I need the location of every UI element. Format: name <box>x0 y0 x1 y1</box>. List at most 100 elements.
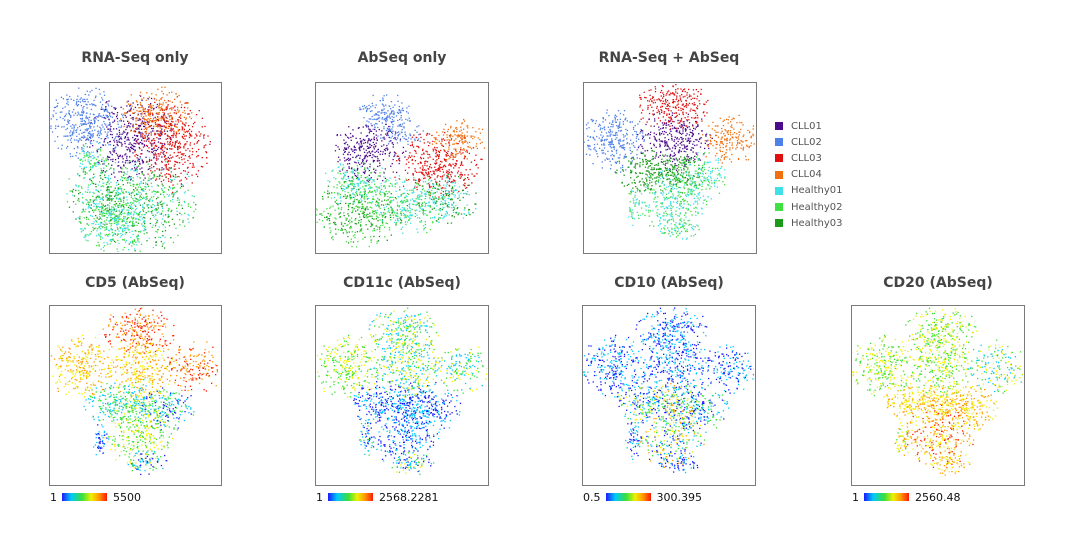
legend-label: CLL01 <box>791 120 822 132</box>
cluster-cll03 <box>639 84 709 130</box>
cluster-healthy <box>371 175 453 234</box>
colorbar-min-label: 1 <box>316 490 323 504</box>
colorbar-cd10: 0.5 300.395 <box>583 490 702 504</box>
cluster-i <box>894 423 911 456</box>
cluster-g <box>675 381 730 433</box>
cluster-a <box>368 307 440 354</box>
cluster-c <box>103 335 178 398</box>
colorbar-gradient <box>605 493 651 501</box>
cluster-a <box>905 307 978 355</box>
cluster-c <box>906 338 981 398</box>
cluster-b <box>852 334 915 398</box>
cluster-b <box>316 334 381 398</box>
colorbar-gradient <box>864 493 909 501</box>
cluster-d <box>966 339 1023 394</box>
panel-title-cd11c: CD11c (AbSeq) <box>343 275 461 291</box>
cluster-f <box>650 382 702 424</box>
cluster-g <box>408 381 462 433</box>
cluster-h <box>905 400 976 468</box>
scatter-canvas <box>50 86 211 252</box>
cluster-healthy <box>325 160 393 205</box>
colorbar-cd11c: 1 2568.2281 <box>316 490 439 504</box>
cluster-healthy02 <box>78 194 146 252</box>
legend-swatch <box>775 219 783 228</box>
cluster-cll01 <box>86 95 179 182</box>
cluster-i <box>93 424 110 456</box>
legend-swatch <box>775 170 783 179</box>
cluster-h <box>104 402 174 469</box>
scatter-canvas <box>316 307 487 475</box>
cluster-b <box>50 334 115 398</box>
cluster-healthy <box>628 189 644 226</box>
legend-item: CLL04 <box>775 167 842 183</box>
legend-swatch <box>775 122 783 131</box>
panel-title-cd5: CD5 (AbSeq) <box>85 275 185 291</box>
colorbar-min-label: 1 <box>50 490 57 504</box>
scatter-canvas <box>584 84 755 240</box>
legend-swatch <box>775 186 783 195</box>
cluster-healthy-mixed <box>66 157 148 234</box>
panel-title-combined: RNA-Seq + AbSeq <box>598 50 740 66</box>
legend-label: Healthy03 <box>791 217 843 229</box>
legend-label: CLL03 <box>791 152 822 164</box>
legend-item: Healthy01 <box>775 183 842 199</box>
scatter-panel-cd11c <box>315 305 489 486</box>
scatter-panel-rnaseq <box>49 82 222 254</box>
cluster-j <box>658 451 699 474</box>
cluster-j <box>925 450 971 476</box>
cluster-e <box>886 385 946 426</box>
cluster-cll02 <box>50 87 124 159</box>
scatter-panel-cd10 <box>582 305 756 486</box>
legend-item: CLL01 <box>775 118 842 134</box>
cluster-c <box>369 335 443 398</box>
colorbar-cd5: 1 5500 <box>50 490 141 504</box>
cluster-cll04 <box>702 114 755 164</box>
scatter-panel-cd5 <box>49 305 222 486</box>
panel-title-cd10: CD10 (AbSeq) <box>614 275 724 291</box>
scatter-canvas <box>852 307 1023 476</box>
scatter-panel-abseq <box>315 82 489 254</box>
cluster-g <box>945 385 999 431</box>
cluster-cll02 <box>359 94 411 135</box>
legend-label: Healthy02 <box>791 201 843 213</box>
legend-item: Healthy03 <box>775 215 842 231</box>
panel-title-abseq: AbSeq only <box>357 50 447 66</box>
cluster-f <box>118 379 171 426</box>
colorbar-max-label: 2560.48 <box>915 490 961 504</box>
cluster-g <box>141 387 195 433</box>
cluster-cll02 <box>584 109 645 173</box>
cluster-d <box>433 346 487 394</box>
cluster-a <box>635 307 708 355</box>
cluster-healthy <box>657 218 700 240</box>
cluster-b <box>583 334 648 398</box>
colorbar-max-label: 300.395 <box>656 490 703 504</box>
legend-label: CLL02 <box>791 136 822 148</box>
cluster-d <box>167 341 219 392</box>
scatter-canvas <box>316 94 486 248</box>
cluster-i <box>625 423 643 460</box>
colorbar-cd20: 1 2560.48 <box>852 490 961 504</box>
cluster-healthy <box>675 152 726 202</box>
legend-item: CLL03 <box>775 150 842 166</box>
cluster-healthy03 <box>651 151 704 194</box>
cluster-j <box>391 452 435 475</box>
scatter-panel-combined <box>583 82 757 254</box>
legend-item: CLL02 <box>775 134 842 150</box>
legend-item: Healthy02 <box>775 199 842 215</box>
cluster-i <box>359 422 375 456</box>
cluster-j <box>127 450 168 476</box>
cluster-cll01 <box>334 123 407 183</box>
scatter-panel-cd20 <box>851 305 1025 486</box>
colorbar-gradient <box>62 493 107 501</box>
legend-label: Healthy01 <box>791 185 843 197</box>
colorbar-max-label: 5500 <box>113 490 141 504</box>
panel-title-rnaseq: RNA-Seq only <box>81 50 189 66</box>
cluster-cll03 <box>134 96 211 194</box>
cluster-healthy03 <box>316 177 409 248</box>
legend-label: CLL04 <box>791 169 822 181</box>
cluster-healthy <box>638 168 708 235</box>
cluster-cll02 <box>377 122 429 145</box>
scatter-canvas <box>583 307 754 474</box>
colorbar-min-label: 0.5 <box>583 490 601 504</box>
panel-title-cd20: CD20 (AbSeq) <box>883 275 993 291</box>
